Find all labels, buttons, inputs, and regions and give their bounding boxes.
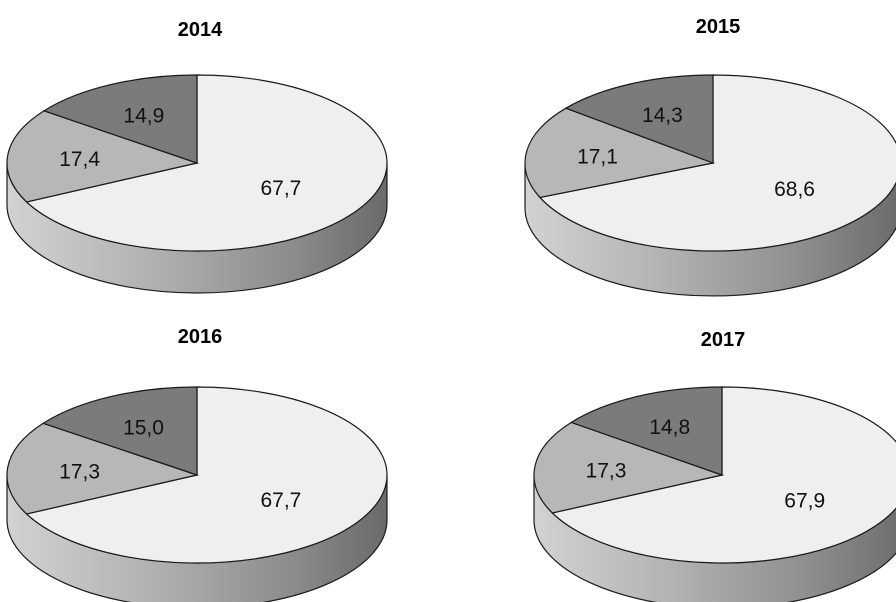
slice-label: 14,3 bbox=[642, 104, 683, 127]
pie-title: 2014 bbox=[178, 19, 223, 41]
pie-slice bbox=[533, 421, 725, 514]
slice-label: 17,3 bbox=[59, 460, 100, 483]
slice-label: 15,0 bbox=[123, 416, 164, 439]
pie-slice bbox=[6, 422, 200, 515]
pie-chart-2016: 2016 67,7 17,3 15,0 bbox=[6, 326, 388, 602]
pie-slice bbox=[564, 74, 714, 164]
pie-slice bbox=[42, 74, 198, 164]
slice-label: 67,7 bbox=[260, 177, 301, 200]
pie-title: 2015 bbox=[696, 16, 741, 38]
pie-slice bbox=[524, 107, 716, 199]
pie-slice bbox=[6, 110, 200, 203]
pie-title: 2016 bbox=[178, 326, 223, 348]
pie-slice bbox=[538, 74, 896, 252]
pie-slice bbox=[25, 74, 388, 252]
pie-chart-2014: 2014 67,7 17,4 14,9 bbox=[6, 19, 388, 294]
slice-label: 17,3 bbox=[586, 460, 627, 483]
pie-slice bbox=[569, 386, 723, 476]
pie-slice bbox=[551, 386, 896, 564]
pie-chart-2017: 2017 67,9 17,3 14,8 bbox=[533, 329, 896, 602]
slice-label: 14,9 bbox=[123, 104, 164, 127]
pie-slice bbox=[41, 386, 198, 476]
slice-label: 17,4 bbox=[59, 148, 100, 171]
slice-label: 17,1 bbox=[577, 146, 618, 169]
slice-label: 14,8 bbox=[649, 416, 690, 439]
slice-label: 67,7 bbox=[260, 489, 301, 512]
pie-chart-2015: 2015 68,6 17,1 14,3 bbox=[524, 16, 896, 297]
slice-label: 68,6 bbox=[774, 178, 815, 201]
pie-slice bbox=[25, 386, 388, 564]
pie-title: 2017 bbox=[701, 329, 746, 351]
slice-label: 67,9 bbox=[784, 489, 825, 512]
